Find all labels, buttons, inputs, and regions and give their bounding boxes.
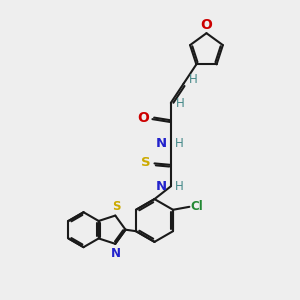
Text: H: H (175, 180, 184, 193)
Text: O: O (200, 18, 212, 32)
Text: N: N (156, 180, 167, 193)
Text: S: S (141, 156, 151, 169)
Text: H: H (175, 137, 184, 150)
Text: N: N (111, 247, 121, 260)
Text: S: S (112, 200, 120, 213)
Text: N: N (156, 137, 167, 150)
Text: O: O (137, 111, 149, 124)
Text: H: H (176, 97, 185, 110)
Text: H: H (189, 73, 198, 86)
Text: Cl: Cl (191, 200, 204, 213)
